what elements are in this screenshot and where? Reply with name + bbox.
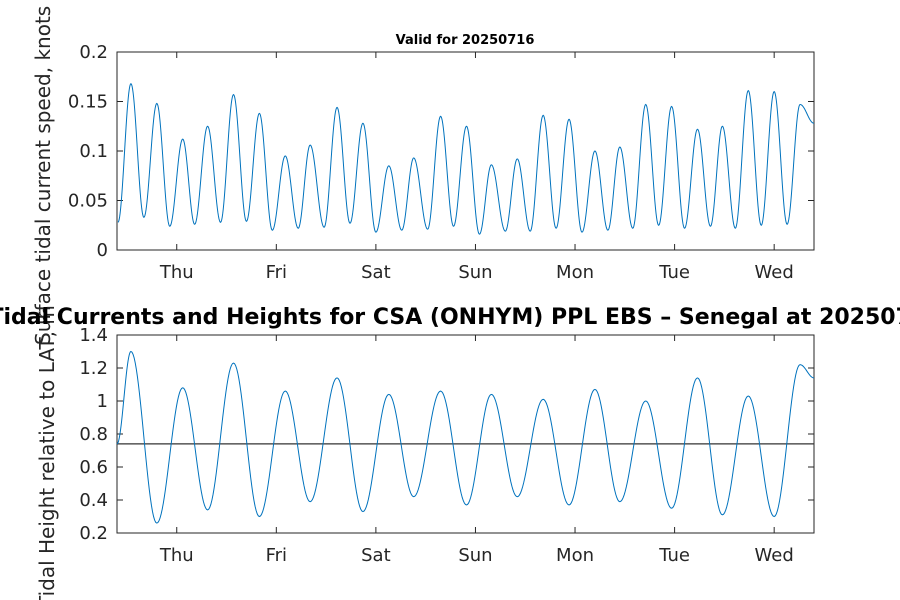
tidal-height-y-tick-label: 0.6 — [79, 457, 108, 478]
tidal-height-y-tick-label: 1.2 — [79, 358, 108, 379]
tidal-height-y-tick-label: 1.4 — [79, 325, 108, 346]
tidal-height-y-ticks: 0.2 0.4 0.6 0.8 1 1.2 1.4 — [79, 325, 814, 544]
current-speed-x-tick-label: Sun — [458, 262, 492, 283]
tidal-height-y-tick-label: 0.4 — [79, 490, 108, 511]
tidal-height-x-ticks: Thu Fri Sat Sun Mon Tue Wed — [159, 335, 794, 566]
current-speed-x-tick-label: Fri — [266, 262, 287, 283]
current-speed-y-ticks: 0 0.05 0.1 0.15 0.2 — [68, 42, 814, 261]
current-speed-x-tick-label: Mon — [556, 262, 594, 283]
tidal-height-axes: 0.2 0.4 0.6 0.8 1 1.2 1.4 Thu Fri Sat Sun Mon Tue We… — [79, 325, 815, 566]
current-speed-x-tick-label: Tue — [658, 262, 690, 283]
tidal-height-x-tick-label: Fri — [266, 545, 287, 566]
tidal-height-x-tick-label: Sat — [361, 545, 391, 566]
current-speed-x-tick-label: Thu — [159, 262, 194, 283]
tidal-height-x-tick-label: Sun — [458, 545, 492, 566]
tidal-height-x-tick-label: Tue — [658, 545, 690, 566]
current-speed-axes: Valid for 20250716 0 0.05 0.1 0.15 0.2 Thu Fr… — [68, 33, 815, 283]
current-speed-y-tick-label: 0.05 — [68, 191, 108, 212]
tidal-height-x-tick-label: Wed — [755, 545, 794, 566]
tidal-height-y-tick-label: 0.8 — [79, 424, 108, 445]
tidal-height-x-tick-label: Thu — [159, 545, 194, 566]
current-speed-x-tick-label: Sat — [361, 262, 391, 283]
tidal-height-y-label: Tidal Height relative to LAT, m — [35, 305, 59, 600]
current-speed-y-tick-label: 0.15 — [68, 92, 108, 113]
tidal-height-y-tick-label: 1 — [97, 391, 108, 412]
figure-title: Tidal Currents and Heights for CSA (ONHY… — [0, 305, 900, 330]
current-speed-x-tick-label: Wed — [755, 262, 794, 283]
current-speed-plot-area — [116, 51, 815, 251]
current-speed-series-line — [117, 82, 815, 235]
current-speed-y-tick-label: 0.1 — [79, 141, 108, 162]
current-speed-y-tick-label: 0 — [97, 240, 108, 261]
tidal-height-x-tick-label: Mon — [556, 545, 594, 566]
current-speed-y-label: Surface tidal current speed, knots — [31, 6, 55, 345]
current-speed-title: Valid for 20250716 — [396, 33, 535, 48]
tidal-height-series-line — [116, 350, 815, 524]
tidal-height-plot-area — [116, 334, 815, 534]
current-speed-x-ticks: Thu Fri Sat Sun Mon Tue Wed — [159, 52, 794, 283]
current-speed-y-tick-label: 0.2 — [79, 42, 108, 63]
tidal-height-y-tick-label: 0.2 — [79, 523, 108, 544]
